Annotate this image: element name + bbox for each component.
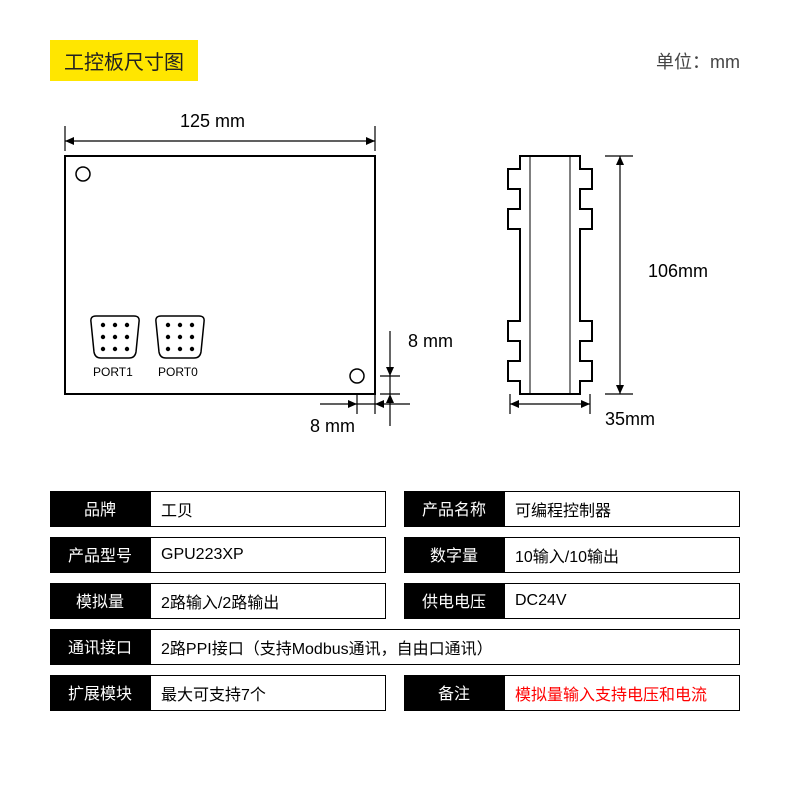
spec-value: 可编程控制器 — [504, 491, 740, 527]
edge-h-label: 8 mm — [310, 416, 355, 437]
spec-row: 模拟量2路输入/2路输出供电电压DC24V — [50, 583, 740, 619]
spec-value: GPU223XP — [150, 537, 386, 573]
front-view — [60, 151, 380, 401]
spec-value: 10输入/10输出 — [504, 537, 740, 573]
spec-label: 供电电压 — [404, 583, 504, 619]
header: 工控板尺寸图 单位：mm — [50, 40, 740, 81]
spec-label: 产品名称 — [404, 491, 504, 527]
depth-label: 35mm — [605, 409, 655, 430]
spec-pair: 模拟量2路输入/2路输出 — [50, 583, 386, 619]
side-view — [500, 151, 600, 401]
spec-value: 模拟量输入支持电压和电流 — [504, 675, 740, 711]
spec-value: 最大可支持7个 — [150, 675, 386, 711]
spec-pair: 品牌工贝 — [50, 491, 386, 527]
spec-pair: 扩展模块最大可支持7个 — [50, 675, 386, 711]
spec-value: 2路输入/2路输出 — [150, 583, 386, 619]
spec-label: 模拟量 — [50, 583, 150, 619]
spec-pair: 通讯接口2路PPI接口（支持Modbus通讯，自由口通讯） — [50, 629, 740, 665]
spec-label: 扩展模块 — [50, 675, 150, 711]
depth-dimension — [500, 394, 600, 434]
spec-row: 品牌工贝产品名称可编程控制器 — [50, 491, 740, 527]
spec-pair: 产品型号GPU223XP — [50, 537, 386, 573]
spec-pair: 供电电压DC24V — [404, 583, 740, 619]
dimension-diagram: 125 mm PORT1 PORT0 8 mm — [50, 111, 740, 451]
edge-v-label: 8 mm — [408, 331, 453, 352]
width-label: 125 mm — [180, 111, 245, 132]
spec-label: 产品型号 — [50, 537, 150, 573]
spec-row: 扩展模块最大可支持7个备注模拟量输入支持电压和电流 — [50, 675, 740, 711]
spec-pair: 备注模拟量输入支持电压和电流 — [404, 675, 740, 711]
spec-label: 通讯接口 — [50, 629, 150, 665]
spec-value: DC24V — [504, 583, 740, 619]
spec-value: 工贝 — [150, 491, 386, 527]
height-dimension — [605, 151, 645, 401]
spec-table: 品牌工贝产品名称可编程控制器产品型号GPU223XP数字量10输入/10输出模拟… — [50, 491, 740, 711]
spec-pair: 产品名称可编程控制器 — [404, 491, 740, 527]
spec-value: 2路PPI接口（支持Modbus通讯，自由口通讯） — [150, 629, 740, 665]
spec-label: 备注 — [404, 675, 504, 711]
spec-label: 品牌 — [50, 491, 150, 527]
spec-label: 数字量 — [404, 537, 504, 573]
unit-label: 单位：mm — [656, 48, 740, 74]
title-badge: 工控板尺寸图 — [50, 40, 198, 81]
spec-row: 产品型号GPU223XP 数字量10输入/10输出 — [50, 537, 740, 573]
height-label: 106mm — [648, 261, 708, 282]
port0-label: PORT0 — [158, 365, 198, 379]
spec-pair: 数字量10输入/10输出 — [404, 537, 740, 573]
spec-row: 通讯接口2路PPI接口（支持Modbus通讯，自由口通讯） — [50, 629, 740, 665]
port1-label: PORT1 — [93, 365, 133, 379]
